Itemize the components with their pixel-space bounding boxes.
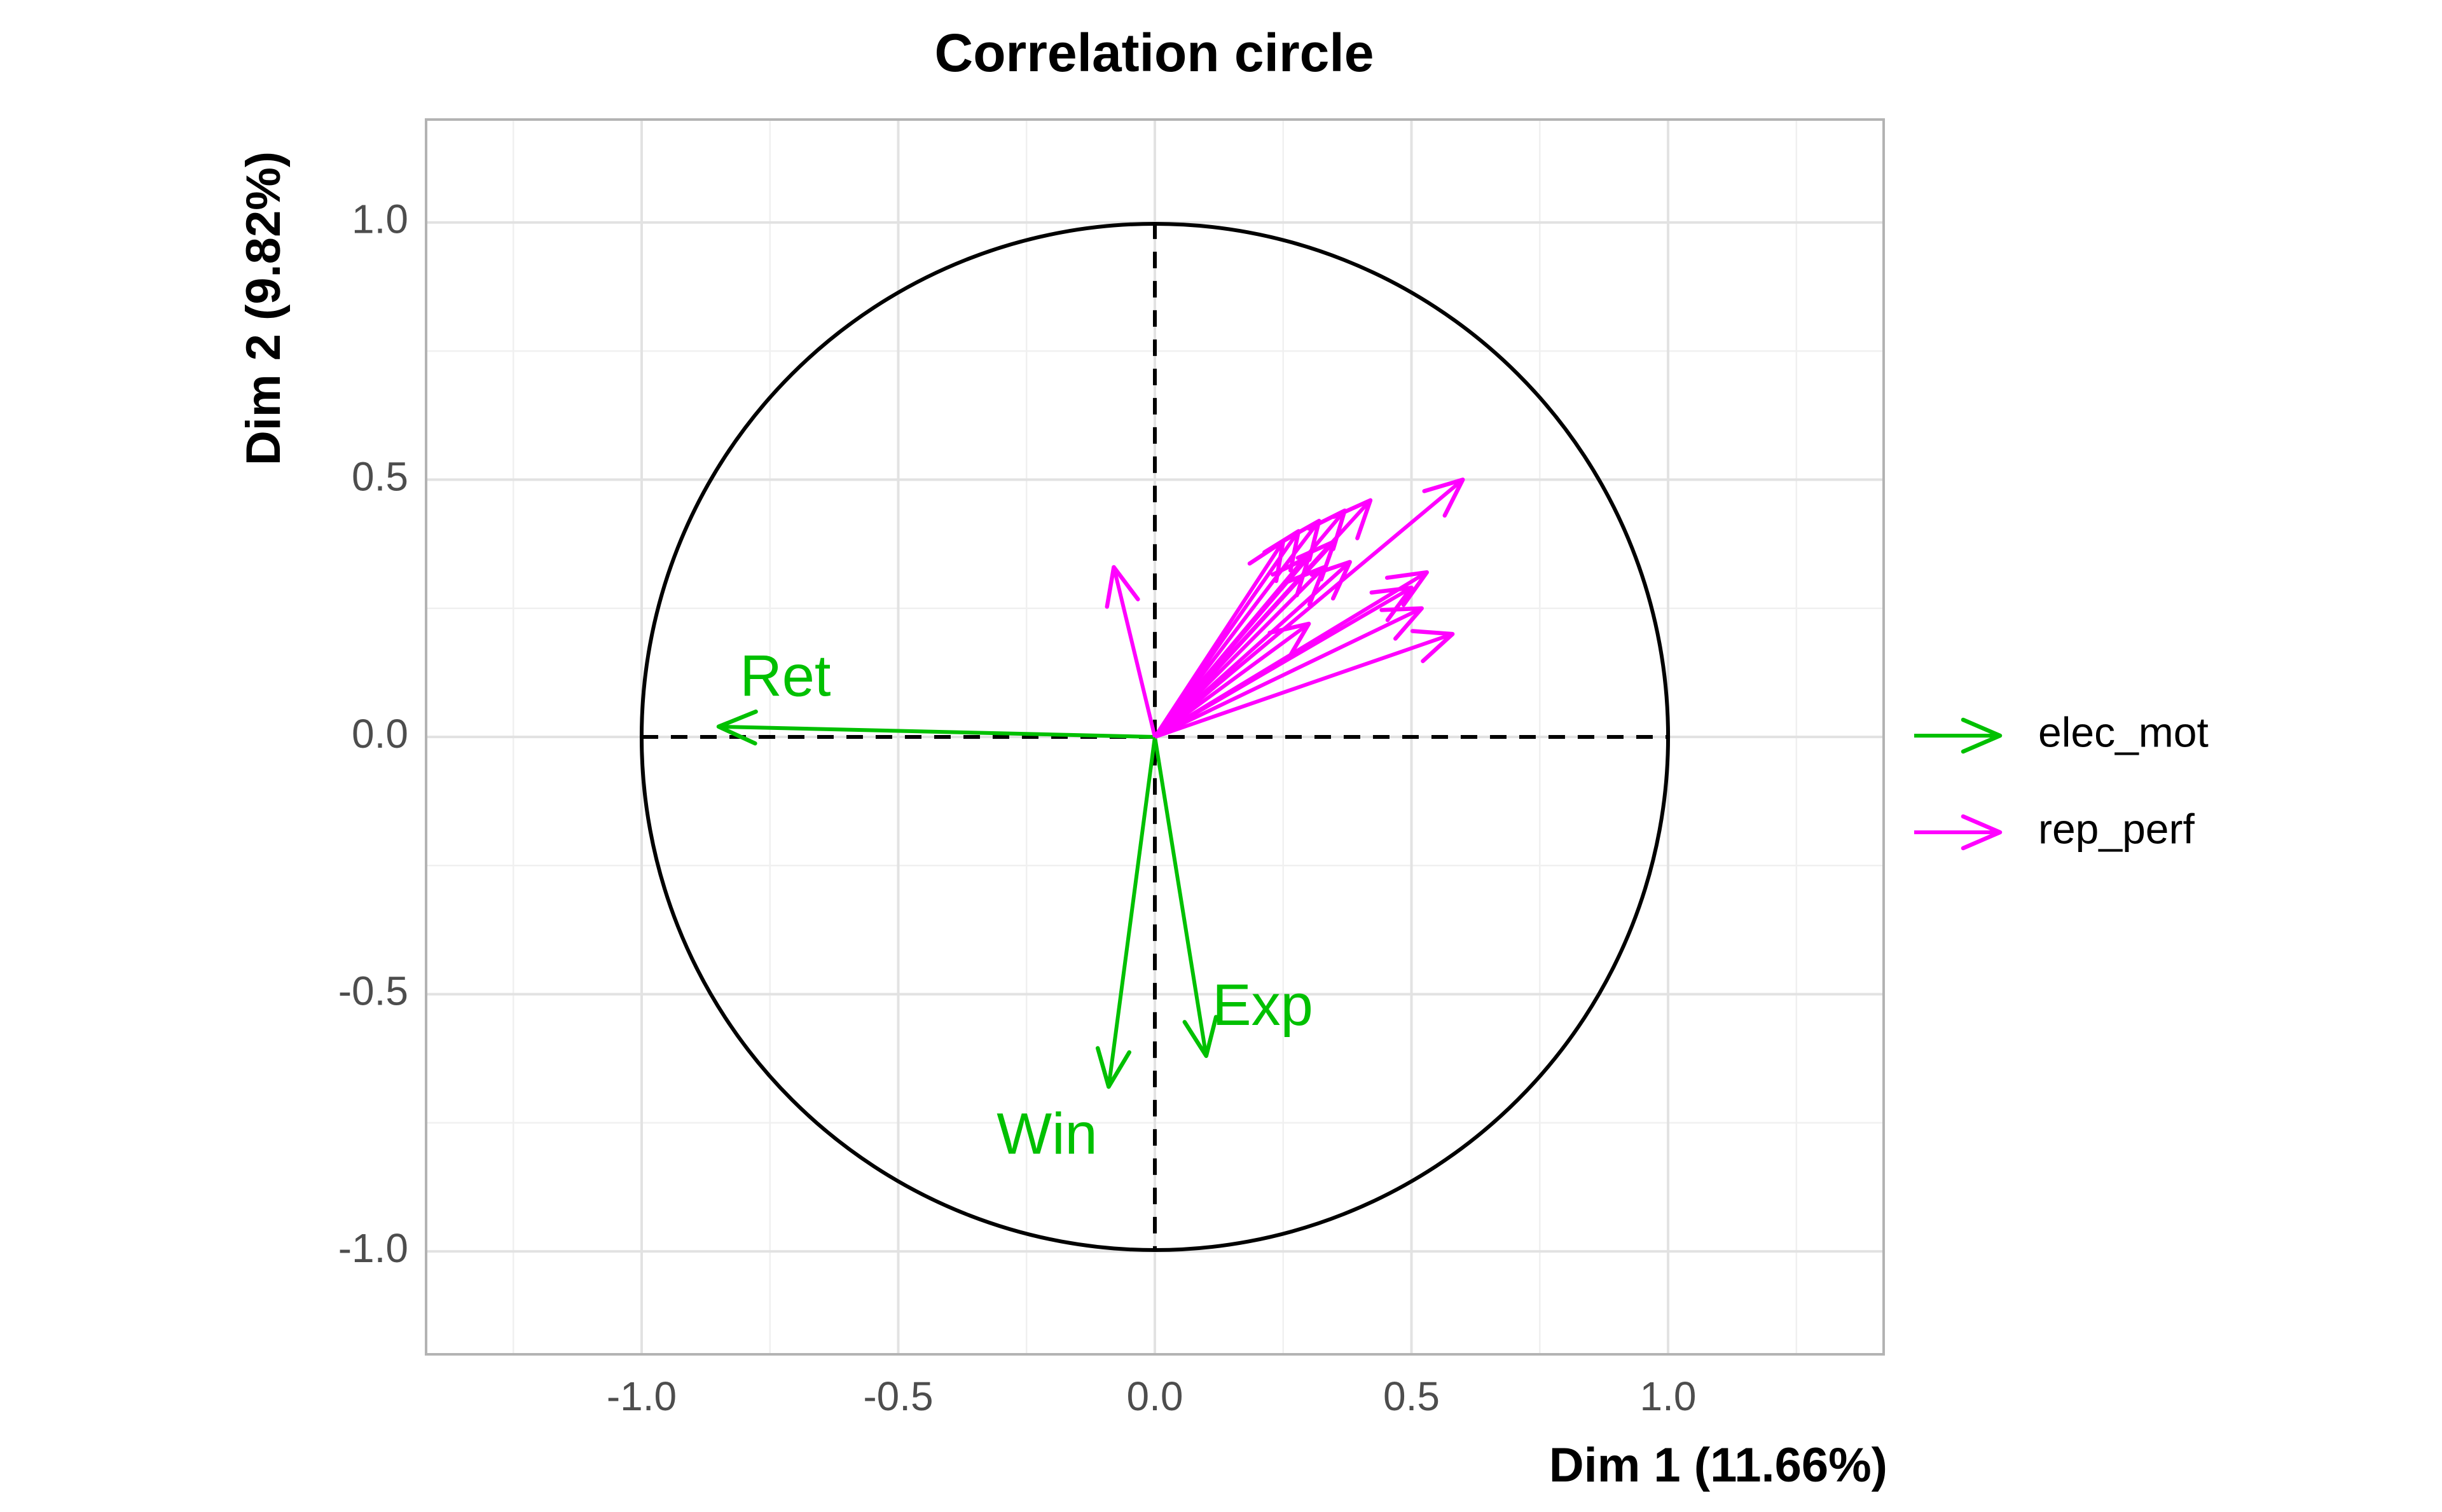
plot-panel-border bbox=[425, 118, 1885, 1356]
vector-label-win: Win bbox=[997, 1101, 1097, 1166]
y-tick-label: 0.5 bbox=[352, 453, 408, 499]
x-tick-label: 0.0 bbox=[1127, 1373, 1183, 1419]
vector-arrow-rep_perf-10 bbox=[1153, 565, 1327, 739]
vector-arrow-rep_perf-1 bbox=[1154, 478, 1465, 739]
vector-arrow-rep_perf-8 bbox=[1153, 554, 1311, 738]
y-tick-label: -0.5 bbox=[338, 968, 408, 1014]
vector-label-ret: Ret bbox=[740, 643, 831, 708]
vector-arrow-rep_perf-15 bbox=[1154, 621, 1311, 739]
vector-arrow-elec_mot-ret bbox=[716, 709, 1155, 746]
x-tick-label: -1.0 bbox=[607, 1373, 677, 1419]
x-tick-label: -0.5 bbox=[863, 1373, 933, 1419]
vector-arrow-elec_mot-win bbox=[1095, 736, 1157, 1089]
vector-arrow-rep_perf-6 bbox=[1153, 539, 1286, 738]
x-tick-label: 1.0 bbox=[1640, 1373, 1697, 1419]
vector-label-exp: Exp bbox=[1212, 973, 1313, 1038]
vector-arrow-rep_perf-12 bbox=[1154, 586, 1414, 739]
vector-arrow-rep_perf-14 bbox=[1154, 629, 1455, 739]
x-axis-tick-labels: -1.0 -0.5 0.0 0.5 1.0 bbox=[607, 1373, 1697, 1419]
y-tick-label: 0.0 bbox=[352, 711, 408, 757]
chart-title: Correlation circle bbox=[935, 23, 1374, 83]
vector-arrow-rep_perf-13 bbox=[1154, 606, 1424, 739]
legend-label-rep_perf: rep_perf bbox=[2038, 805, 2195, 852]
variable-labels: Ret Win Exp bbox=[740, 643, 1313, 1166]
legend-label-elec_mot: elec_mot bbox=[2038, 708, 2209, 755]
y-axis-tick-labels: -1.0 -0.5 0.0 0.5 1.0 bbox=[338, 196, 408, 1271]
vector-arrow-elec_mot-exp bbox=[1153, 736, 1218, 1058]
vector-arrow-rep_perf-0 bbox=[1105, 565, 1157, 738]
y-tick-label: 1.0 bbox=[352, 196, 408, 242]
x-tick-label: 0.5 bbox=[1383, 1373, 1440, 1419]
legend: elec_mot rep_perf bbox=[1914, 708, 2209, 852]
variable-vectors bbox=[716, 478, 1465, 1089]
y-tick-label: -1.0 bbox=[338, 1225, 408, 1271]
x-axis-title: Dim 1 (11.66%) bbox=[1549, 1438, 1887, 1492]
y-axis-title: Dim 2 (9.82%) bbox=[237, 151, 291, 465]
